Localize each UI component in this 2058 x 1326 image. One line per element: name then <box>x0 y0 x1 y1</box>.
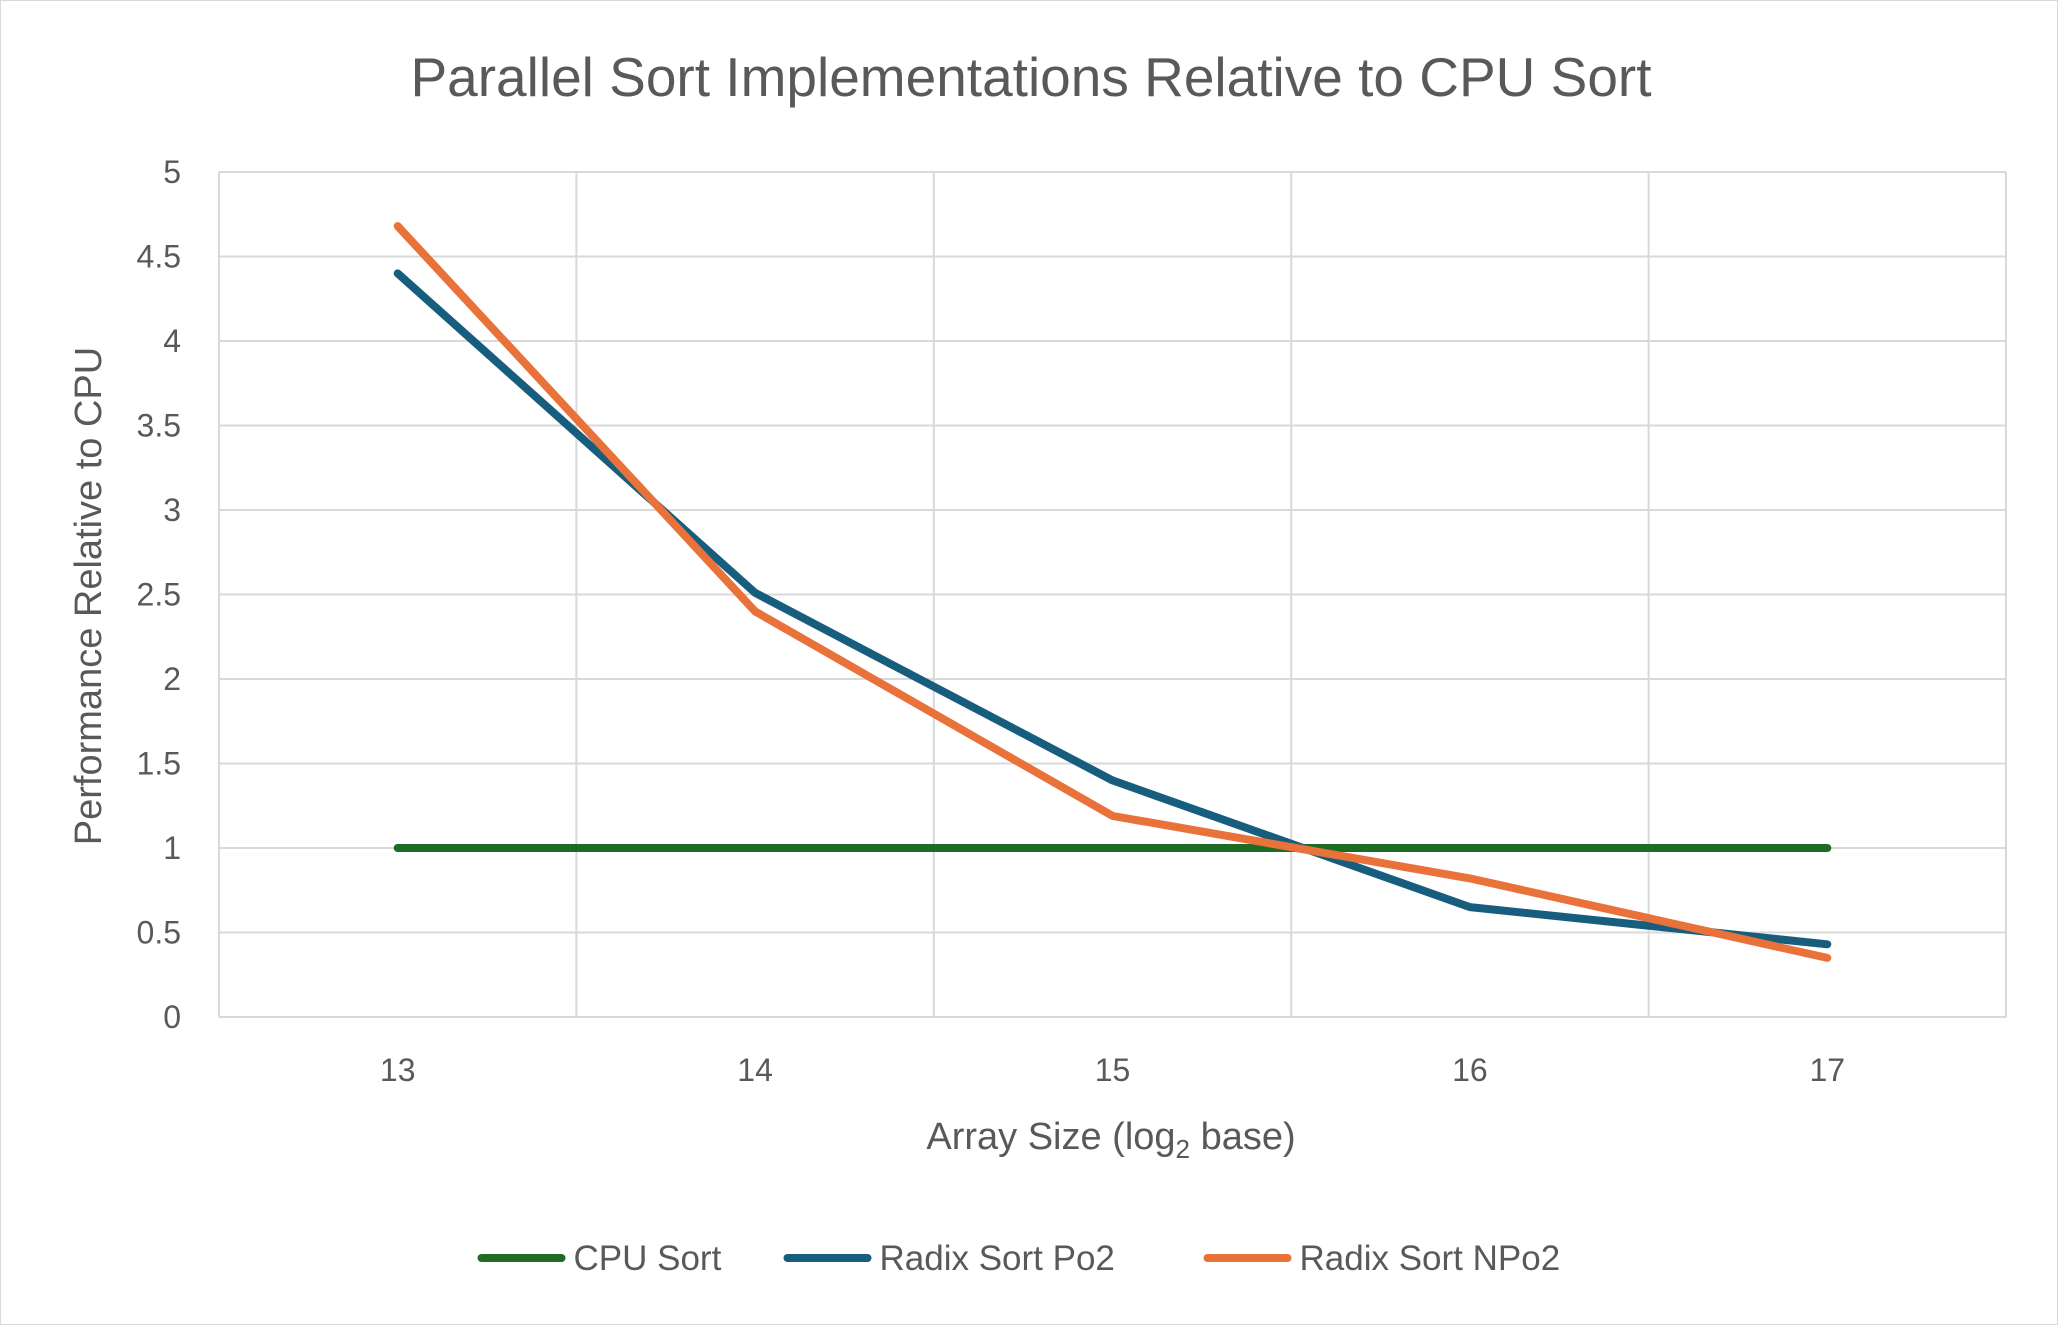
x-tick-label: 17 <box>1810 1052 1846 1088</box>
y-tick-label: 1.5 <box>137 746 181 782</box>
legend: CPU Sort Radix Sort Po2 Radix Sort NPo2 <box>477 1239 1561 1278</box>
x-tick-label: 16 <box>1452 1052 1488 1088</box>
y-tick-label: 0.5 <box>137 915 181 951</box>
chart-title: Parallel Sort Implementations Relative t… <box>410 46 1651 108</box>
y-tick-label: 0 <box>163 999 181 1035</box>
series-line-2 <box>393 269 1832 949</box>
x-tick-label: 15 <box>1095 1052 1131 1088</box>
x-axis-title-suffix: base) <box>1190 1116 1296 1158</box>
legend-item: Radix Sort Po2 <box>783 1239 1115 1278</box>
legend-label: Radix Sort NPo2 <box>1300 1239 1561 1278</box>
gridlines <box>218 171 2007 1018</box>
x-axis-title: Array Size (log2 base) <box>926 1116 1295 1164</box>
series-line-3 <box>393 222 1832 962</box>
y-tick-label: 5 <box>163 154 181 190</box>
series-lines <box>393 222 1832 962</box>
legend-label: Radix Sort Po2 <box>880 1239 1115 1278</box>
x-tick-label: 14 <box>737 1052 773 1088</box>
y-tick-label: 3.5 <box>137 408 181 444</box>
legend-item: Radix Sort NPo2 <box>1203 1239 1561 1278</box>
y-tick-label: 2.5 <box>137 577 181 613</box>
y-tick-label: 1 <box>163 830 181 866</box>
legend-label: CPU Sort <box>574 1239 722 1278</box>
y-tick-label: 3 <box>163 492 181 528</box>
x-axis-tick-labels: 13 14 15 16 17 <box>380 1052 1845 1088</box>
y-axis-title: Performance Relative to CPU <box>68 347 110 845</box>
y-tick-label: 4 <box>163 323 181 359</box>
y-tick-label: 2 <box>163 661 181 697</box>
y-axis-tick-labels: 0 0.5 1 1.5 2 2.5 3 3.5 4 4.5 5 <box>137 154 181 1035</box>
x-axis-title-subscript: 2 <box>1176 1134 1190 1164</box>
legend-item: CPU Sort <box>477 1239 722 1278</box>
y-tick-label: 4.5 <box>137 239 181 275</box>
x-axis-title-main: Array Size (log <box>926 1116 1175 1158</box>
x-tick-label: 13 <box>380 1052 416 1088</box>
